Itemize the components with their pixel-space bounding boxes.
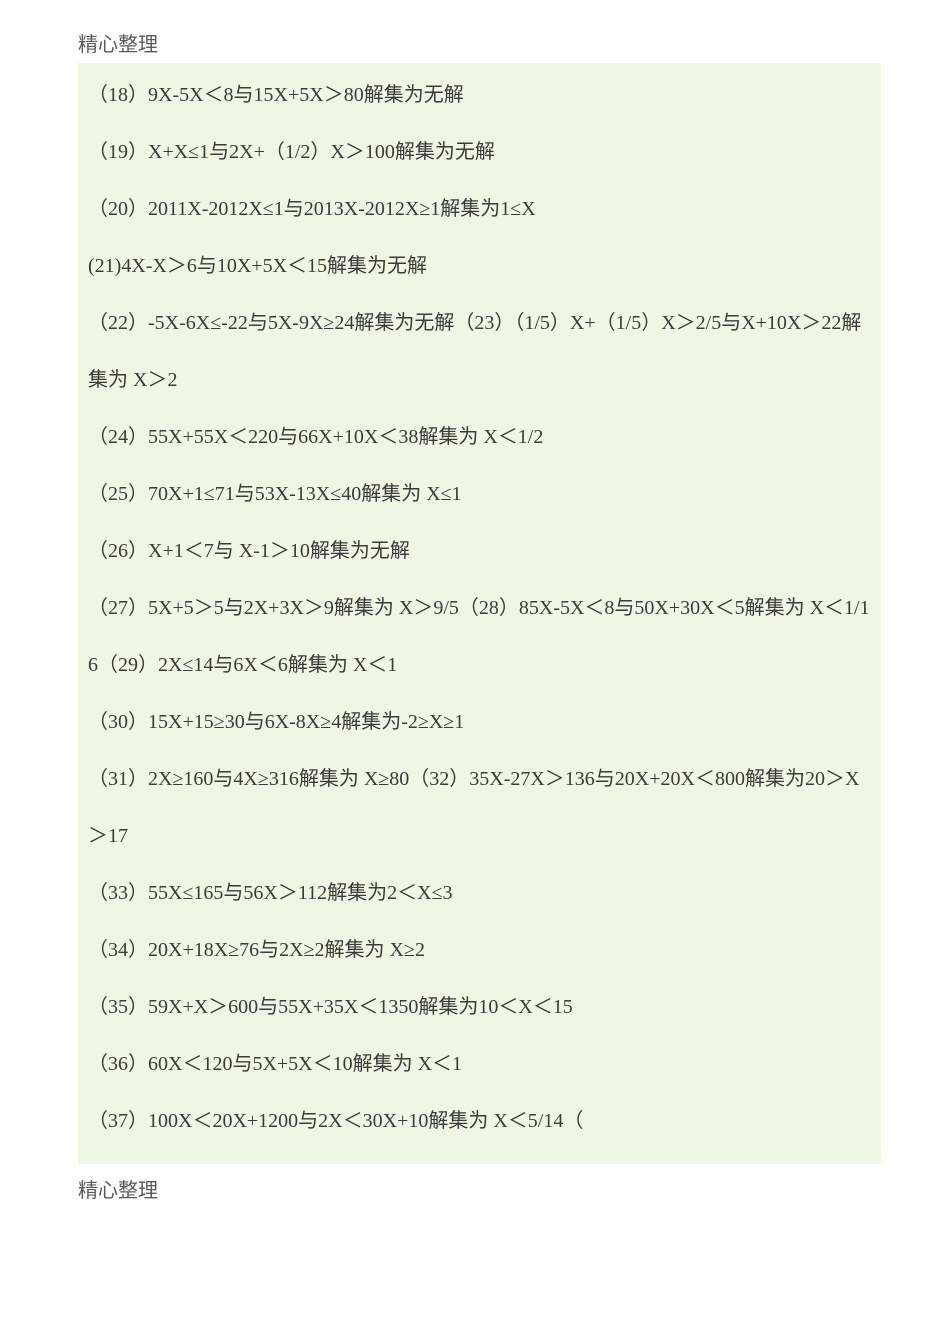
problem-line: （37）100X＜20X+1200与2X＜30X+10解集为 X＜5/14（ — [88, 1093, 871, 1150]
page-footer: 精心整理 — [0, 1174, 945, 1203]
problem-line: （35）59X+X＞600与55X+35X＜1350解集为10＜X＜15 — [88, 979, 871, 1036]
problem-line: （34）20X+18X≥76与2X≥2解集为 X≥2 — [88, 922, 871, 979]
problem-line: （18）9X-5X＜8与15X+5X＞80解集为无解 — [88, 67, 871, 124]
problem-line: （24）55X+55X＜220与66X+10X＜38解集为 X＜1/2 — [88, 409, 871, 466]
problem-line: (21)4X-X＞6与10X+5X＜15解集为无解 — [88, 238, 871, 295]
content-block: （18）9X-5X＜8与15X+5X＞80解集为无解 （19）X+X≤1与2X+… — [78, 63, 881, 1164]
problem-line: （30）15X+15≥30与6X-8X≥4解集为-2≥X≥1 — [88, 694, 871, 751]
problem-line: （27）5X+5＞5与2X+3X＞9解集为 X＞9/5（28）85X-5X＜8与… — [88, 580, 871, 694]
problem-line: （25）70X+1≤71与53X-13X≤40解集为 X≤1 — [88, 466, 871, 523]
problem-line: （19）X+X≤1与2X+（1/2）X＞100解集为无解 — [88, 124, 871, 181]
problem-line: （33）55X≤165与56X＞112解集为2＜X≤3 — [88, 865, 871, 922]
problem-line: （26）X+1＜7与 X-1＞10解集为无解 — [88, 523, 871, 580]
problem-line: （31）2X≥160与4X≥316解集为 X≥80（32）35X-27X＞136… — [88, 751, 871, 865]
problem-line: （20）2011X-2012X≤1与2013X-2012X≥1解集为1≤X — [88, 181, 871, 238]
problem-line: （22）-5X-6X≤-22与5X-9X≥24解集为无解（23）（1/5）X+（… — [88, 295, 871, 409]
document-page: 精心整理 （18）9X-5X＜8与15X+5X＞80解集为无解 （19）X+X≤… — [0, 0, 945, 1337]
page-header: 精心整理 — [0, 28, 945, 57]
problem-line: （36）60X＜120与5X+5X＜10解集为 X＜1 — [88, 1036, 871, 1093]
